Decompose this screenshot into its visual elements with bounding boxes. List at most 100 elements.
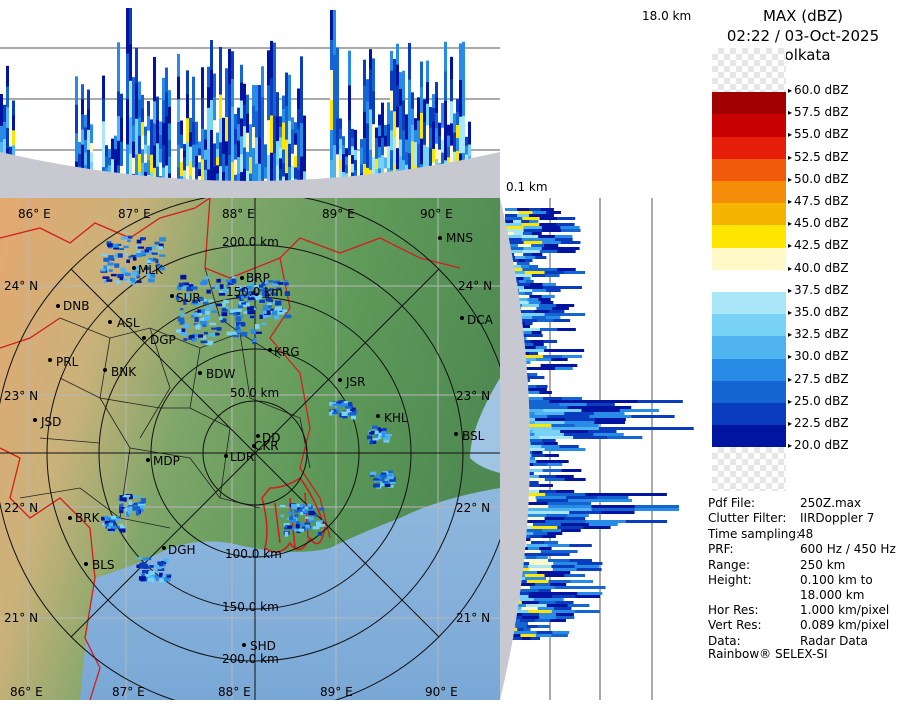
echo-cell [253,284,259,287]
echo-cell [542,529,563,532]
echo-cell [202,324,207,327]
echo-cell [276,165,279,191]
echo-cell [516,262,524,265]
echo-cell [363,111,366,139]
echo-cell [543,340,558,343]
echo-cell [387,485,394,488]
echo-cell [276,282,284,285]
echo-cell [123,494,131,497]
echo-cell [542,241,562,244]
echo-cell [304,509,308,514]
echo-cell [414,118,417,132]
echo-cell [207,148,210,171]
echo-cell [513,265,523,268]
echo-cell [282,122,285,138]
echo-cell [108,148,111,159]
echo-cell [344,405,352,409]
echo-cell [532,289,547,292]
echo-cell [159,572,163,578]
radial-spokes [0,198,500,700]
echo-cell [354,139,357,151]
echo-cell [236,310,241,316]
color-swatch [712,425,786,448]
station-mns: MNS [446,231,473,245]
echo-cell [533,376,545,379]
echo-cell [314,514,318,517]
echo-cell [532,211,548,214]
echo-cell [539,304,558,307]
echo-cell [236,321,240,326]
echo-cell [536,631,554,634]
echo-cell [551,460,569,463]
echo-cell [336,118,339,156]
echo-cell [190,314,195,318]
echo-cell [519,619,536,622]
echo-cell [207,66,210,89]
echo-cell [192,144,195,169]
echo-cell [108,269,113,272]
scale-label: 55.0 dBZ [788,127,849,141]
echo-cell [625,493,667,496]
echo-cell [291,153,294,167]
scale-label: 52.5 dBZ [788,150,849,164]
echo-cell [87,89,90,111]
echo-cell [235,308,242,312]
color-swatch [712,336,786,360]
echo-cell [128,510,132,514]
echo-cell [558,550,578,553]
echo-cell [117,273,124,279]
echo-cell [261,128,264,161]
echo-cell [380,473,387,477]
echo-cell [267,50,270,87]
echo-cell [155,264,163,267]
echo-cell [552,631,570,634]
echo-cell [135,83,138,120]
echo-cell [342,145,345,156]
echo-cell [216,278,221,283]
echo-cell [300,89,303,125]
echo-cell [525,280,534,283]
echo-cell [370,471,377,476]
echo-cell [523,241,544,244]
echo-cell [163,558,169,563]
echo-cell [297,88,300,110]
echo-cell [267,120,270,157]
echo-cell [208,333,216,337]
echo-cell [525,472,534,475]
echo-cell [294,167,297,180]
echo-cell [341,411,348,416]
echo-cell [523,529,544,532]
echo-cell [534,421,566,424]
echo-cell [291,129,294,143]
echo-cell [505,235,523,238]
echo-cell [625,520,668,523]
echo-cell [441,102,444,117]
echo-cell [12,145,15,162]
info-key: PRF: [708,542,734,557]
echo-cell [524,349,546,352]
echo-cell [369,109,372,131]
echo-cell [563,349,585,352]
echo-cell [182,299,189,302]
echo-cell [146,570,150,574]
echo-cell [369,89,372,111]
echo-cell [450,123,453,147]
echo-cell [545,316,561,319]
echo-cell [345,402,353,408]
echo-cell [126,144,129,191]
echo-cell [261,281,266,286]
echo-cell [516,298,529,301]
echo-cell [299,522,303,527]
echo-cell [107,528,115,532]
echo-cell [81,84,84,101]
echo-cell [141,149,144,164]
echo-cell [360,156,363,166]
echo-cell [198,162,201,171]
echo-cell [238,301,244,305]
echo-cell [138,135,141,155]
echo-cell [426,146,429,170]
echo-cell [270,115,273,154]
echo-cell [6,65,9,88]
echo-cell [557,526,585,529]
echo-cell [450,79,453,103]
